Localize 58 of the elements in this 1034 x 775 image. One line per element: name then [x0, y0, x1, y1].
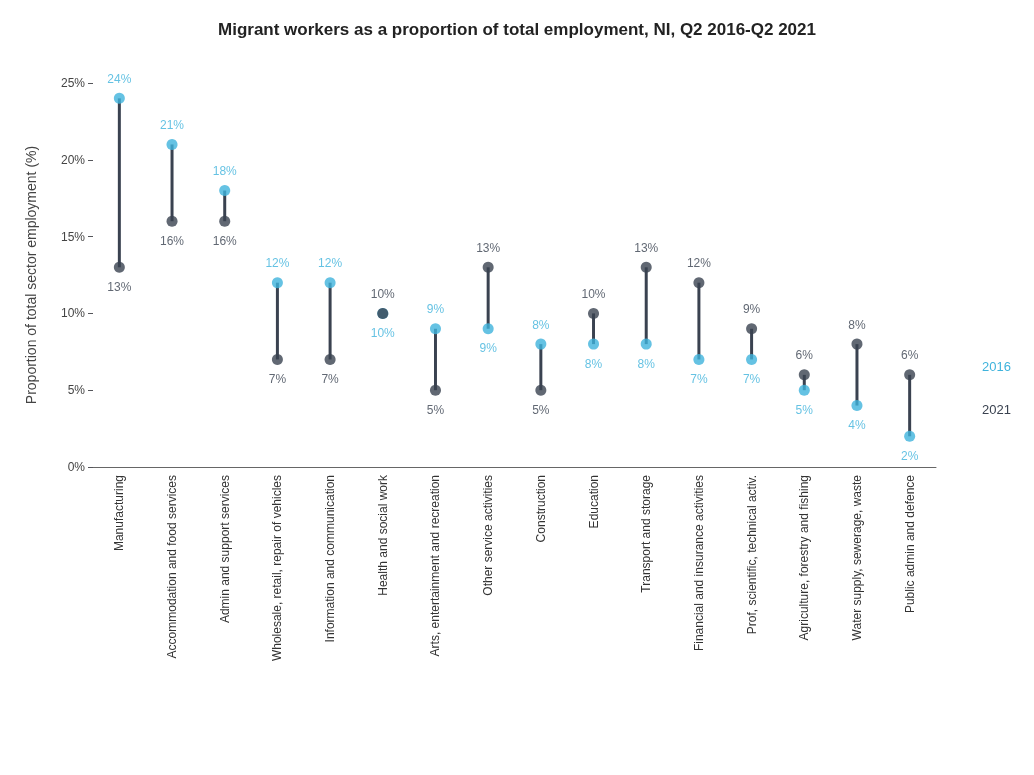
x-tick-label: Arts, entertainment and recreation — [428, 475, 443, 657]
x-tick-label: Construction — [533, 475, 548, 543]
data-label: 8% — [584, 356, 603, 371]
data-label: 12% — [265, 256, 290, 271]
x-tick-label: Prof, scientific, technical activ. — [744, 475, 759, 635]
data-label: 24% — [107, 71, 132, 86]
x-tick-label: Health and social work — [375, 474, 390, 596]
data-label: 8% — [637, 356, 656, 371]
chart-title: Migrant workers as a proportion of total employment, NI, Q2 2016-Q2 2021 — [218, 20, 816, 39]
data-label: 5% — [532, 402, 550, 417]
x-tick-label: Wholesale, retail, repair of vehicles — [270, 475, 285, 662]
y-axis-title: Proportion of total sector employment (%) — [23, 145, 39, 405]
data-label: 7% — [742, 371, 761, 386]
data-label: 10% — [370, 286, 396, 301]
data-label: 4% — [848, 418, 866, 433]
data-label: 6% — [795, 348, 814, 363]
data-label: 13% — [476, 240, 501, 255]
data-label: 12% — [686, 256, 712, 271]
text: 2016 — [982, 358, 1011, 374]
data-label: 7% — [690, 371, 708, 386]
y-tick-label: 25% — [60, 76, 86, 90]
x-tick-label: Financial and insurance activities — [691, 475, 706, 652]
data-label: 16% — [212, 233, 238, 248]
data-label: 8% — [848, 317, 866, 332]
data-label: 13% — [634, 240, 659, 255]
x-tick-label: Information and communication — [323, 475, 338, 643]
data-label: 6% — [900, 348, 919, 363]
x-tick-label: Admin and support services — [217, 475, 232, 624]
y-tick-label: 5% — [67, 383, 86, 398]
text: 2021 — [982, 402, 1011, 417]
x-tick-label: Accommodation and food services — [165, 475, 180, 659]
y-tick-label: 10% — [60, 306, 86, 321]
y-tick-label: 0% — [67, 460, 86, 474]
data-label: 2% — [900, 448, 919, 463]
data-label: 10% — [581, 286, 606, 301]
x-tick-label: Public admin and defence — [902, 474, 917, 614]
data-label: 16% — [160, 233, 185, 248]
data-label: 10% — [370, 325, 396, 340]
data-label: 18% — [212, 164, 238, 179]
data-label: 12% — [318, 256, 343, 271]
data-label: 9% — [479, 341, 498, 356]
data-label: 8% — [532, 317, 550, 332]
x-tick-label: Agriculture, forestry and fishing — [797, 475, 812, 641]
data-label: 7% — [268, 371, 287, 386]
data-label: 5% — [795, 402, 814, 417]
data-label: 7% — [321, 371, 340, 386]
data-label: 9% — [742, 302, 761, 317]
x-tick-label: Education — [586, 475, 601, 529]
data-label: 9% — [426, 302, 445, 317]
x-tick-label: Other service activities — [481, 475, 496, 596]
x-tick-label: Transport and storage — [639, 474, 654, 593]
data-label: 13% — [107, 279, 132, 294]
x-tick-label: Manufacturing — [112, 475, 127, 552]
y-tick-label: 15% — [60, 229, 86, 244]
data-label: 5% — [426, 402, 445, 417]
x-tick-label: Water supply, sewerage, waste — [849, 474, 864, 641]
y-tick-label: 20% — [60, 152, 86, 167]
data-label: 21% — [160, 117, 185, 132]
